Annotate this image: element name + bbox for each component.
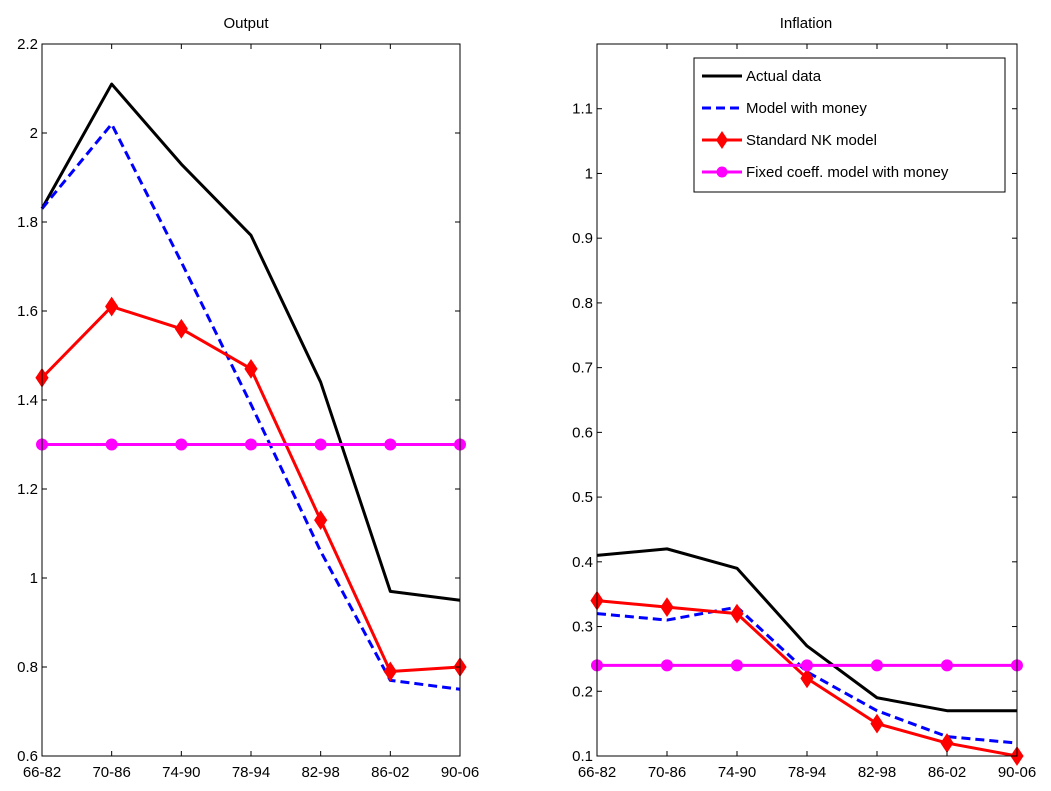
data-point xyxy=(870,713,884,734)
inflation-series-fixed-coeff-model-with-money xyxy=(591,659,1023,672)
x-tick-label: 90-06 xyxy=(998,764,1036,781)
x-tick-label: 86-02 xyxy=(371,764,409,781)
output-axes-box xyxy=(41,43,461,757)
series-line xyxy=(40,82,461,602)
legend-marker xyxy=(716,131,728,149)
legend-marker xyxy=(716,166,728,178)
y-tick-label: 2.2 xyxy=(17,36,38,53)
data-point xyxy=(314,510,328,531)
inflation-series-model-with-money xyxy=(596,605,1018,745)
x-tick-label: 74-90 xyxy=(718,764,756,781)
output-plot-area xyxy=(35,82,467,691)
output-series-fixed-coeff-model-with-money xyxy=(36,438,466,451)
x-tick-label: 78-94 xyxy=(788,764,826,781)
y-tick-label: 1.6 xyxy=(17,303,38,320)
x-tick-label: 82-98 xyxy=(858,764,896,781)
legend-box xyxy=(693,57,1006,193)
output-y-ticks: 0.6 0.8 1 1.2 1.4 1.6 1.8 2 2.2 xyxy=(17,36,460,765)
y-tick-label: 1.1 xyxy=(572,101,593,118)
output-series-actual-data xyxy=(40,82,461,602)
legend-label: Standard NK model xyxy=(746,132,877,149)
x-tick-label: 70-86 xyxy=(92,764,130,781)
data-point xyxy=(383,661,397,682)
data-point xyxy=(245,438,257,451)
data-point xyxy=(244,358,258,379)
y-tick-label: 1.2 xyxy=(17,481,38,498)
y-tick-label: 0.4 xyxy=(572,554,593,571)
x-tick-label: 74-90 xyxy=(162,764,200,781)
x-tick-label: 66-82 xyxy=(578,764,616,781)
legend-label: Model with money xyxy=(746,100,867,117)
y-tick-label: 0.8 xyxy=(17,659,38,676)
output-x-ticks: 66-82 70-86 74-90 78-94 82-98 86-02 90-06 xyxy=(23,44,479,781)
series-line xyxy=(596,547,1017,713)
data-point xyxy=(730,603,744,624)
data-point xyxy=(800,668,814,689)
y-tick-label: 0.9 xyxy=(572,230,593,247)
inflation-legend: Actual data Model with money Standard NK m… xyxy=(693,57,1006,193)
y-tick-label: 0.6 xyxy=(17,748,38,765)
inflation-panel: Inflation 0.1 0.2 0.3 0.4 0.5 0.6 0.7 0.8 0.9 1 1.… xyxy=(572,15,1036,781)
x-tick-label: 86-02 xyxy=(928,764,966,781)
x-tick-label: 90-06 xyxy=(441,764,479,781)
y-tick-label: 1.4 xyxy=(17,392,38,409)
legend-label: Fixed coeff. model with money xyxy=(746,164,949,181)
x-tick-label: 82-98 xyxy=(301,764,339,781)
legend-label: Actual data xyxy=(746,68,822,85)
data-point xyxy=(941,659,953,672)
series-line xyxy=(596,605,1018,745)
inflation-axes-box xyxy=(596,43,1018,757)
x-tick-label: 78-94 xyxy=(232,764,270,781)
data-point xyxy=(174,318,188,339)
data-point xyxy=(801,659,813,672)
y-tick-label: 0.7 xyxy=(572,360,593,377)
data-point xyxy=(731,659,743,672)
inflation-plot-area xyxy=(590,547,1024,766)
y-tick-label: 0.1 xyxy=(572,748,593,765)
inflation-y-ticks: 0.1 0.2 0.3 0.4 0.5 0.6 0.7 0.8 0.9 1 1.1 xyxy=(572,101,1017,765)
data-point xyxy=(871,659,883,672)
y-tick-label: 1 xyxy=(585,165,593,182)
inflation-title: Inflation xyxy=(780,15,833,32)
y-tick-label: 1 xyxy=(30,570,38,587)
y-tick-label: 0.6 xyxy=(572,424,593,441)
legend-item-fixed-coeff-model-with-money: Fixed coeff. model with money xyxy=(702,164,949,181)
data-point xyxy=(661,659,673,672)
output-panel: Output 0.6 0.8 1 1.2 1.4 1.6 1.8 2 2.2 66-82 70-8… xyxy=(17,15,479,781)
output-series-standard-nk-model xyxy=(35,296,467,682)
data-point xyxy=(384,438,397,451)
y-tick-label: 0.2 xyxy=(572,683,593,700)
inflation-x-ticks: 66-82 70-86 74-90 78-94 82-98 86-02 90-06 xyxy=(578,44,1036,781)
y-tick-label: 2 xyxy=(30,125,38,142)
y-tick-label: 0.5 xyxy=(572,489,593,506)
y-tick-label: 0.3 xyxy=(572,619,593,636)
legend-item-actual-data: Actual data xyxy=(702,68,822,85)
x-tick-label: 70-86 xyxy=(648,764,686,781)
y-tick-label: 0.8 xyxy=(572,295,593,312)
x-tick-label: 66-82 xyxy=(23,764,61,781)
data-point xyxy=(660,597,674,618)
data-point xyxy=(105,296,119,317)
legend-item-model-with-money: Model with money xyxy=(702,100,867,117)
inflation-series-actual-data xyxy=(596,547,1017,713)
legend-item-standard-nk-model: Standard NK model xyxy=(702,131,877,149)
y-tick-label: 1.8 xyxy=(17,214,38,231)
output-title: Output xyxy=(223,15,269,32)
data-point xyxy=(314,438,327,451)
data-point xyxy=(175,438,188,451)
data-point xyxy=(105,438,118,451)
